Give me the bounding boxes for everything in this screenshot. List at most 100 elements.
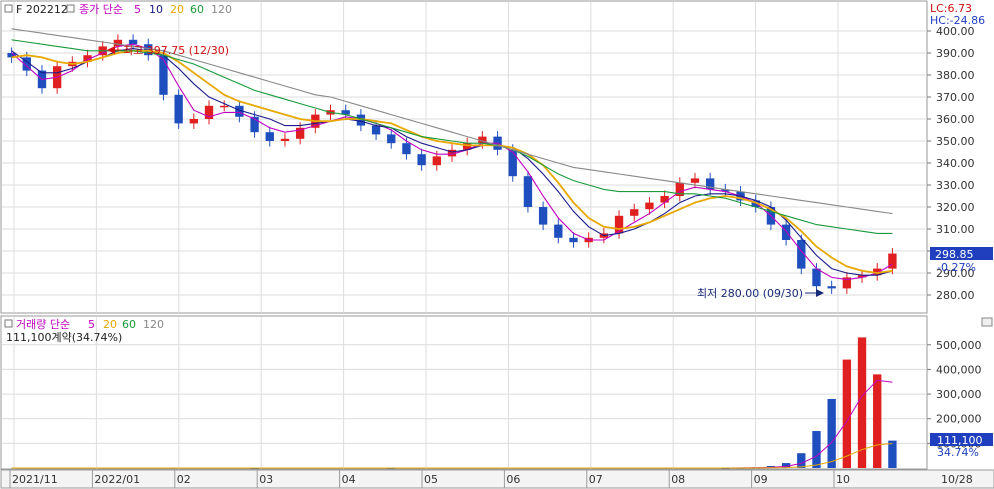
candle-body xyxy=(356,114,366,126)
volume-panel-toggle-icon[interactable] xyxy=(4,319,13,328)
x-tick-label: 09 xyxy=(754,473,768,486)
x-tick-label: 08 xyxy=(671,473,685,486)
candle-body xyxy=(675,182,684,196)
x-tick-label: 03 xyxy=(259,473,273,486)
volume-tick-label: 300,000 xyxy=(936,388,982,401)
candle-body xyxy=(174,94,183,124)
x-tick-label: 02 xyxy=(177,473,191,486)
candle-body xyxy=(857,275,867,278)
price-tick-label: 390.00 xyxy=(936,47,975,60)
price-tick-label: 380.00 xyxy=(936,69,975,82)
volume-bar xyxy=(888,440,897,468)
change-percent-label: -0.27% xyxy=(937,261,976,274)
candle-body xyxy=(204,105,214,119)
max-annotation-label: 최고 397.75 (12/30) xyxy=(123,44,229,57)
x-tick-label: 06 xyxy=(506,473,520,486)
price-tick-label: 360.00 xyxy=(936,113,975,126)
grid-lines xyxy=(2,2,927,469)
volume-panel-frame xyxy=(0,315,928,470)
price-tick-label: 320.00 xyxy=(936,201,975,214)
legend-ma120: 120 xyxy=(211,3,232,16)
volume-tick-label: 500,000 xyxy=(936,339,982,352)
vol-legend-ma5: 5 xyxy=(88,318,95,331)
volume-bar xyxy=(827,399,836,468)
lc-label: LC:6.73 xyxy=(930,2,972,15)
volume-bar xyxy=(857,337,867,468)
vol-legend-ma20: 20 xyxy=(103,318,117,331)
volume-scroll-icon[interactable] xyxy=(981,317,993,327)
volume-tick-label: 400,000 xyxy=(936,363,982,376)
ma60-line xyxy=(11,39,893,234)
x-tick-label: 05 xyxy=(424,473,438,486)
last-price-label: 298.85 xyxy=(935,248,974,261)
candle-body xyxy=(371,125,381,135)
volume-bars xyxy=(11,337,897,469)
price-tick-label: 310.00 xyxy=(936,223,975,236)
candle-body xyxy=(554,224,563,238)
symbol-label[interactable]: F 202212 xyxy=(16,3,68,16)
candle-body xyxy=(250,116,259,133)
candle-body xyxy=(83,55,92,62)
volume-tick-label: 200,000 xyxy=(936,413,982,426)
last-price-box xyxy=(930,247,993,260)
candle-body xyxy=(569,237,578,243)
price-y-axis: 400.00 390.00 380.00 370.00 360.00 350.00 340.… xyxy=(927,25,975,302)
candle-body xyxy=(812,268,821,287)
x-axis-right-label: 10/28 xyxy=(941,473,973,486)
candle-body xyxy=(144,44,153,56)
candle-body xyxy=(113,39,123,47)
legend-ma10: 10 xyxy=(149,3,163,16)
vol-legend-ma60: 60 xyxy=(122,318,136,331)
x-tick-label: 10 xyxy=(836,473,850,486)
candle-body xyxy=(387,134,396,144)
candle-body xyxy=(690,178,700,183)
candle-body xyxy=(827,286,836,289)
candle-body xyxy=(705,178,715,190)
candle-body xyxy=(220,105,229,108)
ma20-line xyxy=(11,49,893,274)
candle-body xyxy=(660,196,669,203)
candlesticks xyxy=(7,34,897,294)
candle-body xyxy=(888,253,897,269)
candle-body xyxy=(781,224,791,240)
x-axis-bar xyxy=(0,469,994,489)
legend-ma60: 60 xyxy=(190,3,204,16)
candle-body xyxy=(128,39,138,45)
price-panel-frame xyxy=(0,0,928,314)
candle-body xyxy=(22,57,31,71)
min-annotation: 최저 280.00 (09/30) xyxy=(697,287,824,300)
legend-ma5: 5 xyxy=(134,3,141,16)
candle-body xyxy=(721,189,730,192)
candle-body xyxy=(265,132,274,141)
candle-body xyxy=(873,268,882,276)
x-axis: 2021/11 2022/01 02 03 04 05 06 07 08 09 10 xyxy=(9,470,850,488)
candle-body xyxy=(538,207,548,225)
x-tick-label: 04 xyxy=(342,473,356,486)
volume-bar xyxy=(842,359,852,468)
price-panel-toggle-icon[interactable] xyxy=(4,4,13,13)
legend-ma20: 20 xyxy=(170,3,184,16)
candle-body xyxy=(280,138,290,141)
vol-legend-ma120: 120 xyxy=(143,318,164,331)
candle-body xyxy=(235,105,244,117)
candle-body xyxy=(797,240,806,269)
candle-body xyxy=(447,149,457,157)
candle-body xyxy=(402,143,411,155)
volume-current-text: 111,100계약(34.74%) xyxy=(6,330,122,344)
ma10-line xyxy=(11,48,893,276)
price-tick-label: 370.00 xyxy=(936,91,975,104)
candle-body xyxy=(159,55,168,95)
price-tick-label: 340.00 xyxy=(936,157,975,170)
hc-label: HC:-24.86 xyxy=(930,14,985,27)
price-tick-label: 290.00 xyxy=(936,267,975,280)
candle-body xyxy=(523,176,533,207)
candle-body xyxy=(463,143,472,150)
min-arrow-icon xyxy=(816,289,824,297)
ma5-line xyxy=(11,43,893,281)
candle-body xyxy=(842,277,852,289)
price-tick-label: 330.00 xyxy=(936,179,975,192)
volume-bar xyxy=(812,431,821,468)
volume-legend-prefix: 거래량 단순 xyxy=(16,318,70,331)
ma-toggle-icon[interactable] xyxy=(66,4,75,13)
